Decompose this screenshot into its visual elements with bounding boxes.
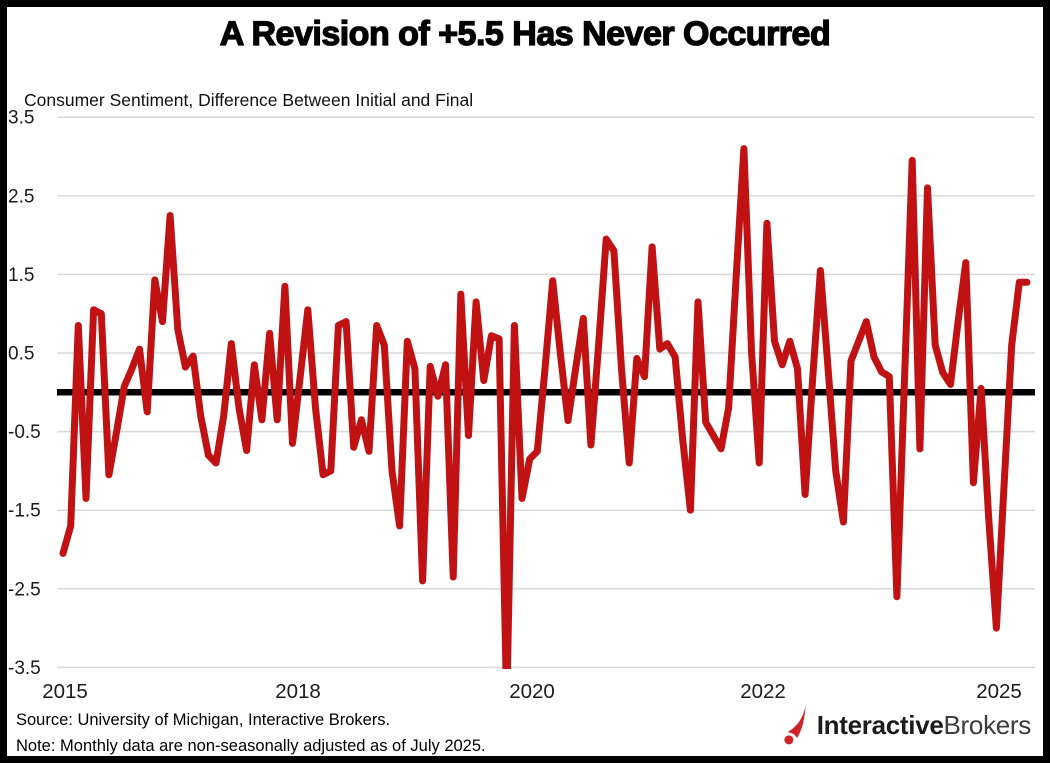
note-line: Note: Monthly data are non-seasonally ad… xyxy=(16,737,486,755)
y-tick-label--0.5: -0.5 xyxy=(8,422,41,443)
y-tick-label-0.5: 0.5 xyxy=(8,344,34,365)
x-tick-label-2018: 2018 xyxy=(275,680,321,703)
y-tick-label-2.5: 2.5 xyxy=(8,186,34,207)
page-title: A Revision of +5.5 Has Never Occurred xyxy=(219,14,831,53)
y-tick-label-1.5: 1.5 xyxy=(8,265,34,286)
y-tick-label--2.5: -2.5 xyxy=(8,579,41,600)
y-tick-label--3.5: -3.5 xyxy=(8,658,41,679)
interactive-brokers-logo: InteractiveBrokers xyxy=(784,704,1031,746)
logo-text-brokers: Brokers xyxy=(943,709,1032,740)
sentiment-revision-line xyxy=(59,145,1031,669)
source-line: Source: University of Michigan, Interact… xyxy=(16,711,391,729)
ibkr-spark-icon xyxy=(784,704,806,745)
logo-text: InteractiveBrokers xyxy=(816,709,1032,741)
x-tick-label-2025: 2025 xyxy=(976,680,1022,703)
x-tick-label-2022: 2022 xyxy=(740,680,786,703)
y-tick-label-3.5: 3.5 xyxy=(8,108,34,129)
y-tick-label--1.5: -1.5 xyxy=(8,501,41,522)
chart-subtitle: Consumer Sentiment, Difference Between I… xyxy=(24,90,474,110)
logo-text-interactive: Interactive xyxy=(816,709,944,740)
x-tick-label-2015: 2015 xyxy=(42,680,88,703)
x-tick-label-2020: 2020 xyxy=(509,680,555,703)
source-note-block: Source: University of Michigan, Interact… xyxy=(16,707,486,756)
